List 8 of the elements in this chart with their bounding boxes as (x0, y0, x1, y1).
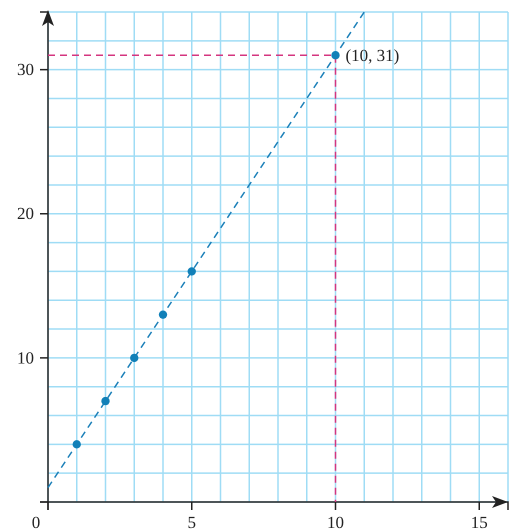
y-tick-label: 20 (17, 204, 34, 224)
y-tick-label: 10 (17, 348, 34, 368)
x-tick-label: 10 (327, 513, 344, 531)
x-tick-label: 0 (32, 513, 40, 531)
x-tick-label: 5 (188, 513, 196, 531)
y-tick-label: 30 (17, 60, 34, 80)
annotation: (10, 31) (346, 46, 400, 66)
x-tick-label: 15 (470, 513, 488, 531)
